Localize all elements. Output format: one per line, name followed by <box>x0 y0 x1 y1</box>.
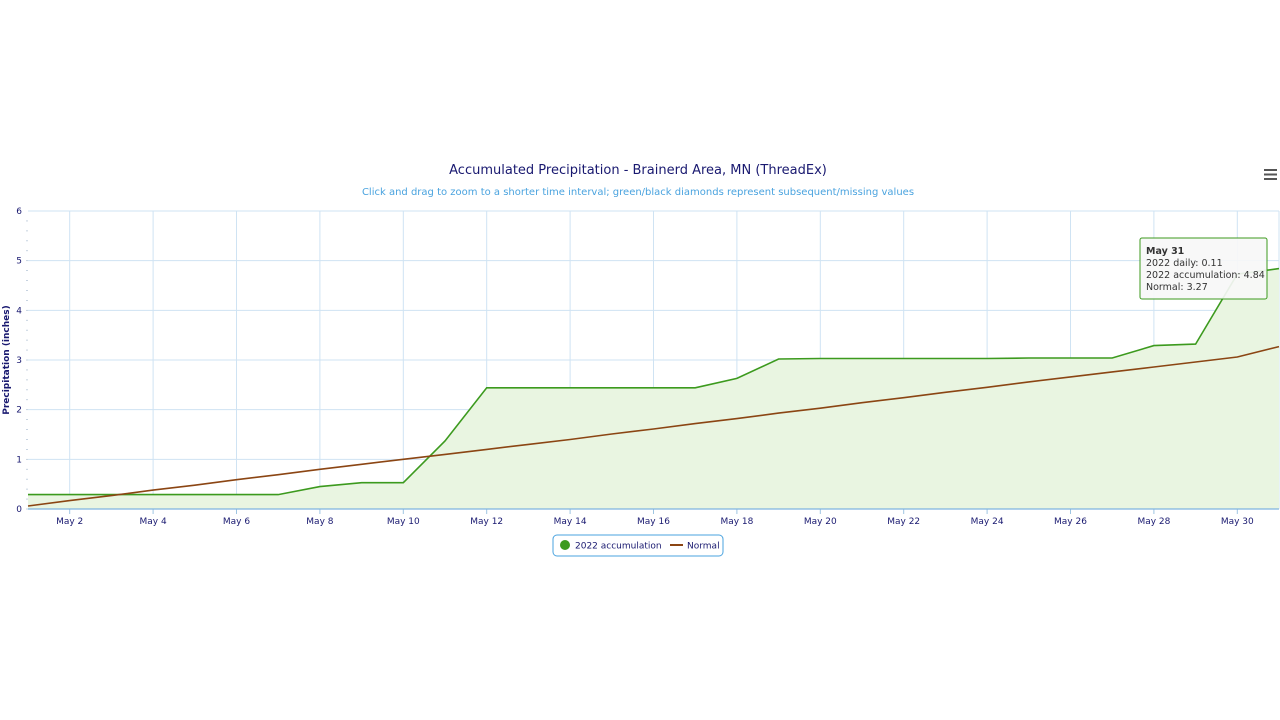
y-axis-title: Precipitation (inches) <box>2 305 12 415</box>
y-tick-label: 2 <box>16 406 22 416</box>
y-tick-label: 6 <box>16 207 22 217</box>
x-tick-label: May 10 <box>387 517 420 527</box>
x-tick-label: May 8 <box>306 517 333 527</box>
x-tick-label: May 28 <box>1137 517 1170 527</box>
y-tick-label: 0 <box>16 505 22 515</box>
x-tick-label: May 16 <box>637 517 670 527</box>
x-tick-label: May 14 <box>554 517 587 527</box>
tooltip-line-normal: Normal: 3.27 <box>1146 282 1208 293</box>
legend-marker-accumulation <box>560 540 570 550</box>
x-tick-label: May 12 <box>470 517 503 527</box>
menu-button[interactable] <box>1260 164 1280 184</box>
accumulation-area <box>28 268 1279 509</box>
legend-item-accumulation[interactable]: 2022 accumulation <box>560 540 662 552</box>
x-tick-label: May 26 <box>1054 517 1087 527</box>
chart-subtitle: Click and drag to zoom to a shorter time… <box>362 187 914 198</box>
legend-label-normal: Normal <box>687 542 720 552</box>
x-tick-label: May 24 <box>971 517 1004 527</box>
accumulation-line <box>28 267 1280 496</box>
x-tick-label: May 4 <box>139 517 166 527</box>
y-tick-label: 1 <box>16 455 22 465</box>
x-tick-label: May 18 <box>720 517 753 527</box>
y-tick-label: 5 <box>16 257 22 267</box>
tooltip-line-daily: 2022 daily: 0.11 <box>1146 258 1223 269</box>
tooltip-header: May 31 <box>1146 246 1184 257</box>
y-tick-label: 4 <box>16 306 22 316</box>
x-tick-label: May 6 <box>223 517 250 527</box>
x-tick-label: May 22 <box>887 517 920 527</box>
x-tick-label: May 2 <box>56 517 83 527</box>
hamburger-menu-icon <box>1264 169 1277 180</box>
chart-title: Accumulated Precipitation - Brainerd Are… <box>449 163 827 178</box>
x-tick-label: May 30 <box>1221 517 1254 527</box>
normal-line <box>27 345 1280 507</box>
x-tick-label: May 20 <box>804 517 837 527</box>
tooltip-line-accumulation: 2022 accumulation: 4.84 <box>1146 270 1265 281</box>
legend-label-accumulation: 2022 accumulation <box>575 542 662 552</box>
y-tick-label: 3 <box>16 356 22 366</box>
legend-item-normal[interactable]: Normal <box>670 542 720 552</box>
plot-area[interactable]: May 2 May 4 May 6 May 8 May 10 May 12 May 14 Ma… <box>16 207 1280 527</box>
tooltip: May 31 2022 daily: 0.11 2022 accumulatio… <box>1139 237 1268 300</box>
legend[interactable]: 2022 accumulation Normal <box>552 534 724 557</box>
